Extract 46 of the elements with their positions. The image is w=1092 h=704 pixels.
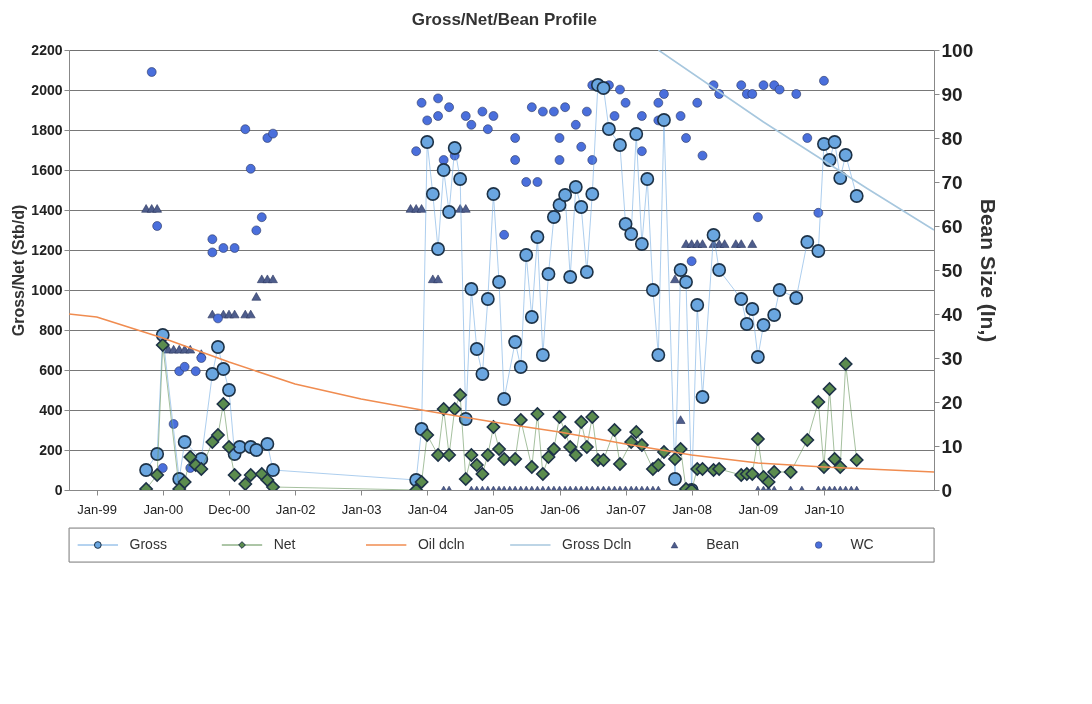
x-tick-label: Jan-07 bbox=[606, 501, 646, 517]
x-tick-label: Jan-02 bbox=[275, 501, 316, 517]
x-tick-label: Jan-10 bbox=[804, 501, 845, 517]
legend-label: Net bbox=[273, 536, 296, 552]
y2-tick-label: 80 bbox=[941, 127, 963, 149]
x-tick-label: Jan-08 bbox=[672, 501, 713, 517]
y-axis-title: Gross/Net (Stb/d) bbox=[10, 204, 28, 337]
y-tick-label: 1000 bbox=[31, 281, 63, 298]
legend-label: Gross Dcln bbox=[562, 536, 632, 552]
y-tick-label: 1400 bbox=[31, 201, 63, 218]
y2-tick-label: 70 bbox=[941, 171, 963, 193]
x-tick-label: Jan-03 bbox=[341, 501, 382, 517]
legend-label: Bean bbox=[706, 536, 739, 552]
y2-tick-label: 10 bbox=[941, 435, 963, 457]
y2-tick-label: 50 bbox=[941, 259, 963, 281]
legend-label: WC bbox=[850, 536, 874, 552]
y-tick-label: 800 bbox=[39, 321, 63, 338]
line-series bbox=[69, 313, 934, 473]
y-tick-label: 2200 bbox=[31, 41, 63, 58]
y2-tick-label: 30 bbox=[941, 347, 963, 369]
y2-tick-label: 20 bbox=[941, 391, 963, 413]
y-tick-label: 1600 bbox=[31, 161, 63, 178]
x-tick-label: Jan-04 bbox=[407, 501, 448, 517]
y-tick-label: 400 bbox=[39, 401, 63, 418]
chart-title: Gross/Net/Bean Profile bbox=[411, 9, 597, 29]
y-tick-label: 0 bbox=[54, 481, 63, 498]
y2-tick-label: 40 bbox=[941, 303, 963, 325]
x-tick-label: Jan-09 bbox=[738, 501, 779, 517]
x-tick-label: Jan-06 bbox=[540, 501, 580, 517]
y2-tick-label: 100 bbox=[941, 39, 974, 61]
y-tick-label: 1200 bbox=[31, 241, 63, 258]
y2-tick-label: 90 bbox=[941, 83, 963, 105]
x-tick-label: Jan-99 bbox=[77, 501, 118, 517]
x-tick-label: Jan-05 bbox=[474, 501, 514, 517]
y2-axis-title: Bean Size (In,) bbox=[977, 198, 1001, 343]
y-tick-label: 600 bbox=[39, 361, 63, 378]
y-tick-label: 1800 bbox=[31, 121, 63, 138]
x-tick-label: Jan-00 bbox=[143, 501, 184, 517]
x-tick-label: Dec-00 bbox=[208, 501, 251, 517]
line-series bbox=[657, 50, 934, 231]
legend-label: Gross bbox=[129, 536, 167, 552]
y2-tick-label: 0 bbox=[941, 479, 953, 501]
legend-label: Oil dcln bbox=[417, 536, 465, 552]
y-tick-label: 200 bbox=[39, 441, 63, 458]
y2-tick-label: 60 bbox=[941, 215, 963, 237]
y-tick-label: 2000 bbox=[31, 81, 63, 98]
